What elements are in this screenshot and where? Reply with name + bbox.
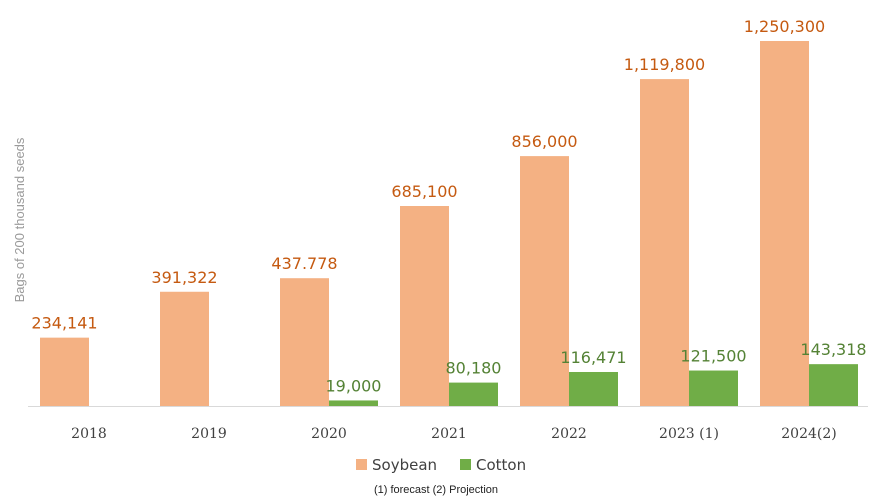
x-tick-label-2024-2: 2024(2) <box>781 426 836 442</box>
x-tick-label-2022: 2022 <box>551 426 587 442</box>
bar-cotton-2020 <box>329 400 378 406</box>
bar-cotton-2023-1 <box>689 370 738 406</box>
x-tick-label-2020: 2020 <box>311 426 347 442</box>
data-label-soybean-2018: 234,141 <box>31 314 97 333</box>
bar-cotton-2021 <box>449 382 498 406</box>
data-labels-group: 234,141 391,322 437.778 19,000 685,100 80,180… <box>31 17 866 395</box>
bar-cotton-2022 <box>569 371 618 406</box>
bars-group <box>40 41 858 406</box>
y-axis-label: Bags of 200 thousand seeds <box>12 137 27 302</box>
footnote: (1) forecast (2) Projection <box>374 484 498 496</box>
x-tick-label-2023-1: 2023 (1) <box>659 426 719 442</box>
data-label-cotton-2021: 80,180 <box>446 359 502 378</box>
legend: Soybean Cotton <box>356 456 526 474</box>
data-label-cotton-2020: 19,000 <box>326 376 382 395</box>
x-tick-labels: 2018 2019 2020 2021 2022 2023 (1) 2024(2) <box>71 426 837 442</box>
data-label-soybean-2024-2: 1,250,300 <box>744 17 825 36</box>
legend-swatch-cotton <box>460 459 471 470</box>
legend-label-cotton: Cotton <box>476 456 526 474</box>
data-label-cotton-2023-1: 121,500 <box>680 347 746 366</box>
data-label-cotton-2024-2: 143,318 <box>800 340 866 359</box>
bar-soybean-2023-1 <box>640 79 689 406</box>
data-label-cotton-2022: 116,471 <box>560 348 626 367</box>
data-label-soybean-2022: 856,000 <box>511 132 577 151</box>
legend-swatch-soybean <box>356 459 367 470</box>
bar-cotton-2024-2 <box>809 364 858 406</box>
legend-label-soybean: Soybean <box>372 456 437 474</box>
data-label-soybean-2023-1: 1,119,800 <box>624 55 705 74</box>
bar-soybean-2024-2 <box>760 41 809 406</box>
bar-soybean-2020 <box>280 278 329 406</box>
x-tick-label-2019: 2019 <box>191 426 227 442</box>
data-label-soybean-2021: 685,100 <box>391 182 457 201</box>
bar-soybean-2022 <box>520 156 569 406</box>
bar-soybean-2021 <box>400 205 449 406</box>
bar-soybean-2019 <box>160 291 209 406</box>
data-label-soybean-2019: 391,322 <box>151 268 217 287</box>
x-tick-label-2018: 2018 <box>71 426 107 442</box>
x-tick-label-2021: 2021 <box>431 426 467 442</box>
data-label-soybean-2020: 437.778 <box>271 254 337 273</box>
bar-soybean-2018 <box>40 337 89 406</box>
